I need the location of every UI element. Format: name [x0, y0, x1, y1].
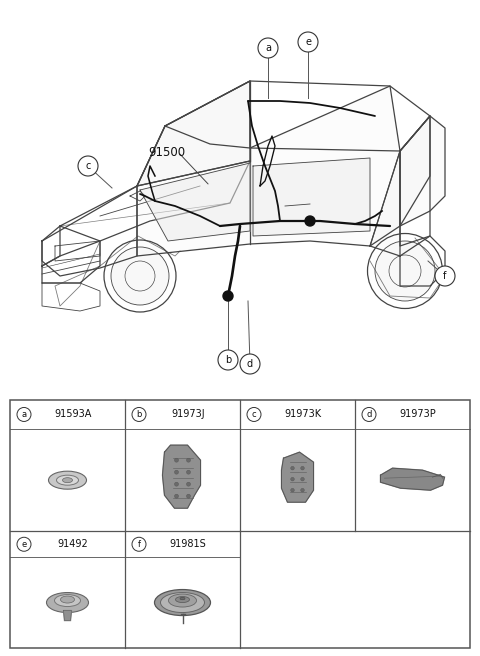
- Circle shape: [175, 494, 179, 498]
- Circle shape: [187, 494, 191, 498]
- Circle shape: [187, 458, 191, 462]
- Ellipse shape: [48, 471, 86, 489]
- Text: e: e: [22, 540, 26, 549]
- Circle shape: [17, 407, 31, 421]
- Circle shape: [362, 407, 376, 421]
- Circle shape: [187, 470, 191, 474]
- Circle shape: [175, 470, 179, 474]
- Text: 91973J: 91973J: [171, 409, 205, 419]
- Text: 91500: 91500: [148, 146, 185, 159]
- Ellipse shape: [47, 592, 88, 613]
- Circle shape: [291, 488, 294, 492]
- Polygon shape: [137, 81, 250, 186]
- Text: 91593A: 91593A: [55, 409, 92, 419]
- Bar: [10, 400, 470, 648]
- Polygon shape: [381, 468, 444, 490]
- Circle shape: [175, 482, 179, 486]
- Circle shape: [300, 488, 304, 492]
- Text: f: f: [444, 271, 447, 281]
- Text: d: d: [366, 410, 372, 419]
- Text: e: e: [305, 37, 311, 47]
- Circle shape: [435, 266, 455, 286]
- Ellipse shape: [160, 592, 204, 613]
- Polygon shape: [63, 611, 72, 621]
- Circle shape: [240, 354, 260, 374]
- Circle shape: [298, 32, 318, 52]
- Polygon shape: [253, 158, 370, 236]
- Ellipse shape: [180, 598, 185, 600]
- Polygon shape: [281, 452, 313, 502]
- Circle shape: [305, 216, 315, 226]
- Text: 91981S: 91981S: [170, 539, 206, 549]
- Circle shape: [247, 407, 261, 421]
- Circle shape: [300, 466, 304, 470]
- Ellipse shape: [155, 590, 211, 615]
- Ellipse shape: [55, 594, 81, 607]
- Ellipse shape: [62, 478, 72, 483]
- Circle shape: [132, 407, 146, 421]
- Text: a: a: [265, 43, 271, 53]
- Polygon shape: [370, 116, 430, 246]
- Circle shape: [258, 38, 278, 58]
- Text: 91973P: 91973P: [400, 409, 437, 419]
- Ellipse shape: [111, 247, 169, 305]
- Text: f: f: [137, 540, 141, 549]
- Circle shape: [187, 482, 191, 486]
- Polygon shape: [400, 116, 445, 226]
- Ellipse shape: [60, 596, 74, 603]
- Polygon shape: [140, 163, 250, 241]
- Text: 91492: 91492: [58, 539, 89, 549]
- Polygon shape: [137, 81, 400, 256]
- Circle shape: [291, 466, 294, 470]
- Ellipse shape: [168, 594, 196, 607]
- Polygon shape: [163, 445, 201, 508]
- Circle shape: [218, 350, 238, 370]
- Ellipse shape: [57, 475, 79, 485]
- Text: b: b: [225, 355, 231, 365]
- Text: c: c: [252, 410, 256, 419]
- Circle shape: [175, 458, 179, 462]
- Circle shape: [300, 478, 304, 481]
- Ellipse shape: [176, 596, 190, 603]
- Circle shape: [78, 156, 98, 176]
- Text: 91973K: 91973K: [285, 409, 322, 419]
- Text: d: d: [247, 359, 253, 369]
- Text: b: b: [136, 410, 142, 419]
- Text: a: a: [22, 410, 26, 419]
- Circle shape: [223, 291, 233, 301]
- Ellipse shape: [375, 241, 435, 301]
- Text: c: c: [85, 161, 91, 171]
- Circle shape: [132, 537, 146, 551]
- Circle shape: [291, 478, 294, 481]
- Circle shape: [17, 537, 31, 551]
